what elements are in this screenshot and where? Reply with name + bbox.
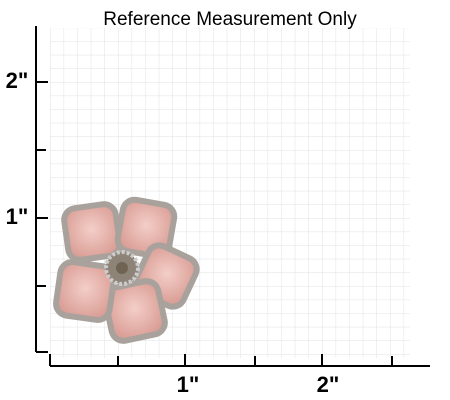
flower-brooch [53, 196, 200, 344]
horizontal-ruler [49, 354, 430, 367]
flower-center [104, 250, 140, 286]
v-label: 1" [6, 204, 29, 229]
h-label: 2" [317, 372, 340, 397]
vertical-ruler [35, 26, 48, 353]
title: Reference Measurement Only [103, 9, 357, 30]
h-label: 1" [177, 372, 200, 397]
v-label: 2" [6, 68, 29, 93]
